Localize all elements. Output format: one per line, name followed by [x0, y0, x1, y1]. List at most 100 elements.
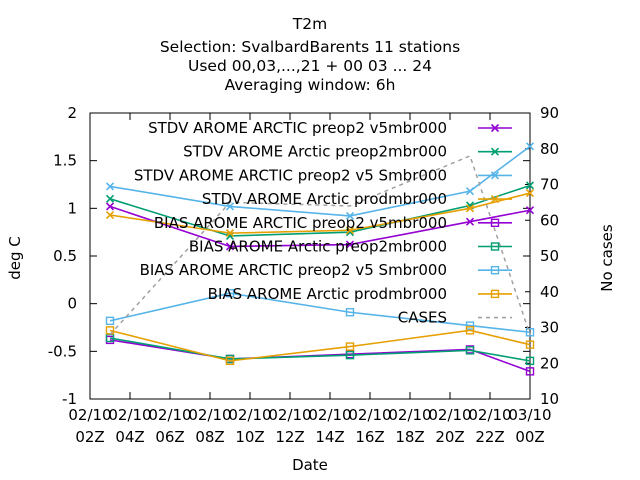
series-bias-arome-arctic-preop2-v5-smbr000 [105, 288, 535, 337]
x-tick-time: 02Z [75, 428, 104, 446]
data-point [225, 242, 235, 251]
legend-entry: BIAS AROME Arctic preop2mbr000 [189, 238, 512, 256]
axes: -1-0.500.511.5210203040506070809002/1002… [6, 104, 616, 474]
series-line [109, 154, 531, 336]
series-stdv-arome-arctic-preop2-v5-smbr000 [105, 142, 535, 221]
x-tick-time: 12Z [275, 428, 304, 446]
data-point [525, 181, 535, 190]
data-point [105, 194, 115, 203]
legend-marker [490, 171, 500, 180]
data-point [345, 226, 355, 235]
series-stdv-arome-arctic-prodmbr000 [105, 189, 535, 238]
data-point [105, 316, 115, 326]
x-tick-date: 02/10 [388, 406, 431, 424]
y-tick-label: 0.5 [53, 247, 77, 265]
legend-label: BIAS AROME Arctic prodmbr000 [208, 285, 447, 303]
legend-label: BIAS AROME ARCTIC preop2 v5mbr000 [154, 214, 447, 232]
data-point [225, 229, 235, 238]
data-point [345, 342, 355, 351]
x-tick-date: 03/10 [508, 406, 551, 424]
data-point [465, 187, 475, 196]
data-point [225, 288, 235, 298]
y2-tick-label: 20 [540, 354, 559, 372]
legend-label: BIAS AROME ARCTIC preop2 v5 Smbr000 [140, 261, 447, 279]
data-point [525, 328, 535, 337]
legend-marker [490, 195, 500, 204]
legend-entry: STDV AROME ARCTIC preop2 v5 Smbr000 [134, 166, 512, 184]
x-tick-date: 02/10 [428, 406, 471, 424]
x-tick-date: 02/10 [68, 406, 111, 424]
y-tick-label: -1 [62, 390, 77, 408]
x-tick-date: 02/10 [228, 406, 271, 424]
series-line [109, 292, 531, 334]
legend-entry: CASES [398, 309, 512, 327]
data-point [525, 189, 535, 198]
data-point [465, 204, 475, 213]
title-line: Used 00,03,...,21 + 00 03 ... 24 [188, 57, 432, 75]
x-tick-time: 14Z [315, 428, 344, 446]
data-point [465, 217, 475, 226]
y2-tick-label: 10 [540, 390, 559, 408]
x-tick-time: 22Z [475, 428, 504, 446]
data-point [225, 356, 235, 366]
series-stdv-arome-arctic-preop2-v5mbr000 [105, 202, 535, 251]
legend-label: BIAS AROME Arctic preop2mbr000 [189, 238, 447, 256]
data-point [525, 367, 535, 376]
data-point [345, 211, 355, 221]
legend-label: STDV AROME Arctic prodmbr000 [202, 190, 447, 208]
y-tick-label: 0 [67, 295, 77, 313]
data-point [225, 202, 235, 211]
title-line: Selection: SvalbardBarents 11 stations [160, 38, 460, 56]
y2-tick-label: 40 [540, 283, 559, 301]
x-tick-time: 00Z [515, 428, 544, 446]
data-point [105, 182, 115, 191]
y2-tick-label: 60 [540, 211, 559, 229]
data-point [525, 206, 535, 215]
legend-marker [490, 289, 500, 299]
data-point [105, 210, 115, 220]
y-tick-label: 2 [67, 104, 77, 122]
x-tick-date: 02/10 [348, 406, 391, 424]
legend-marker [490, 266, 500, 275]
data-point [465, 326, 475, 335]
series-line [109, 337, 531, 362]
data-point [105, 202, 115, 211]
data-point [465, 321, 475, 330]
x-tick-time: 04Z [115, 428, 144, 446]
x-tick-time: 16Z [355, 428, 384, 446]
title-line: Averaging window: 6h [225, 76, 396, 94]
x-tick-time: 06Z [155, 428, 184, 446]
legend-entry: STDV AROME ARCTIC preop2 v5mbr000 [148, 119, 512, 137]
chart-titles: T2m Selection: SvalbardBarents 11 station… [160, 15, 460, 94]
x-tick-date: 02/10 [148, 406, 191, 424]
y2-tick-label: 70 [540, 176, 559, 194]
legend-label: STDV AROME ARCTIC preop2 v5mbr000 [148, 119, 447, 137]
x-tick-time: 18Z [395, 428, 424, 446]
y2-tick-label: 80 [540, 140, 559, 158]
x-tick-date: 02/10 [108, 406, 151, 424]
legend-label: STDV AROME ARCTIC preop2 v5 Smbr000 [134, 166, 447, 184]
plot-area [105, 142, 535, 376]
legend-entry: BIAS AROME ARCTIC preop2 v5 Smbr000 [140, 261, 512, 279]
series-line [109, 329, 531, 362]
y-tick-label: 1.5 [53, 152, 77, 170]
series-bias-arome-arctic-preop2mbr000 [105, 333, 535, 366]
data-point [525, 340, 535, 349]
y-tick-label: 1 [67, 199, 77, 217]
x-tick-time: 20Z [435, 428, 464, 446]
data-point [345, 240, 355, 249]
title-line: T2m [292, 15, 327, 33]
x-tick-date: 02/10 [308, 406, 351, 424]
x-tick-date: 02/10 [468, 406, 511, 424]
legend-label: CASES [398, 309, 447, 327]
legend-entry: BIAS AROME ARCTIC preop2 v5mbr000 [154, 214, 512, 232]
legend: STDV AROME ARCTIC preop2 v5mbr000 STDV AR… [134, 119, 512, 327]
legend-marker [490, 147, 500, 156]
y2-axis-label: No cases [598, 224, 616, 292]
data-point [525, 356, 535, 366]
y2-tick-label: 30 [540, 319, 559, 337]
legend-marker [490, 123, 500, 133]
x-tick-time: 08Z [195, 428, 224, 446]
data-point [525, 142, 535, 151]
